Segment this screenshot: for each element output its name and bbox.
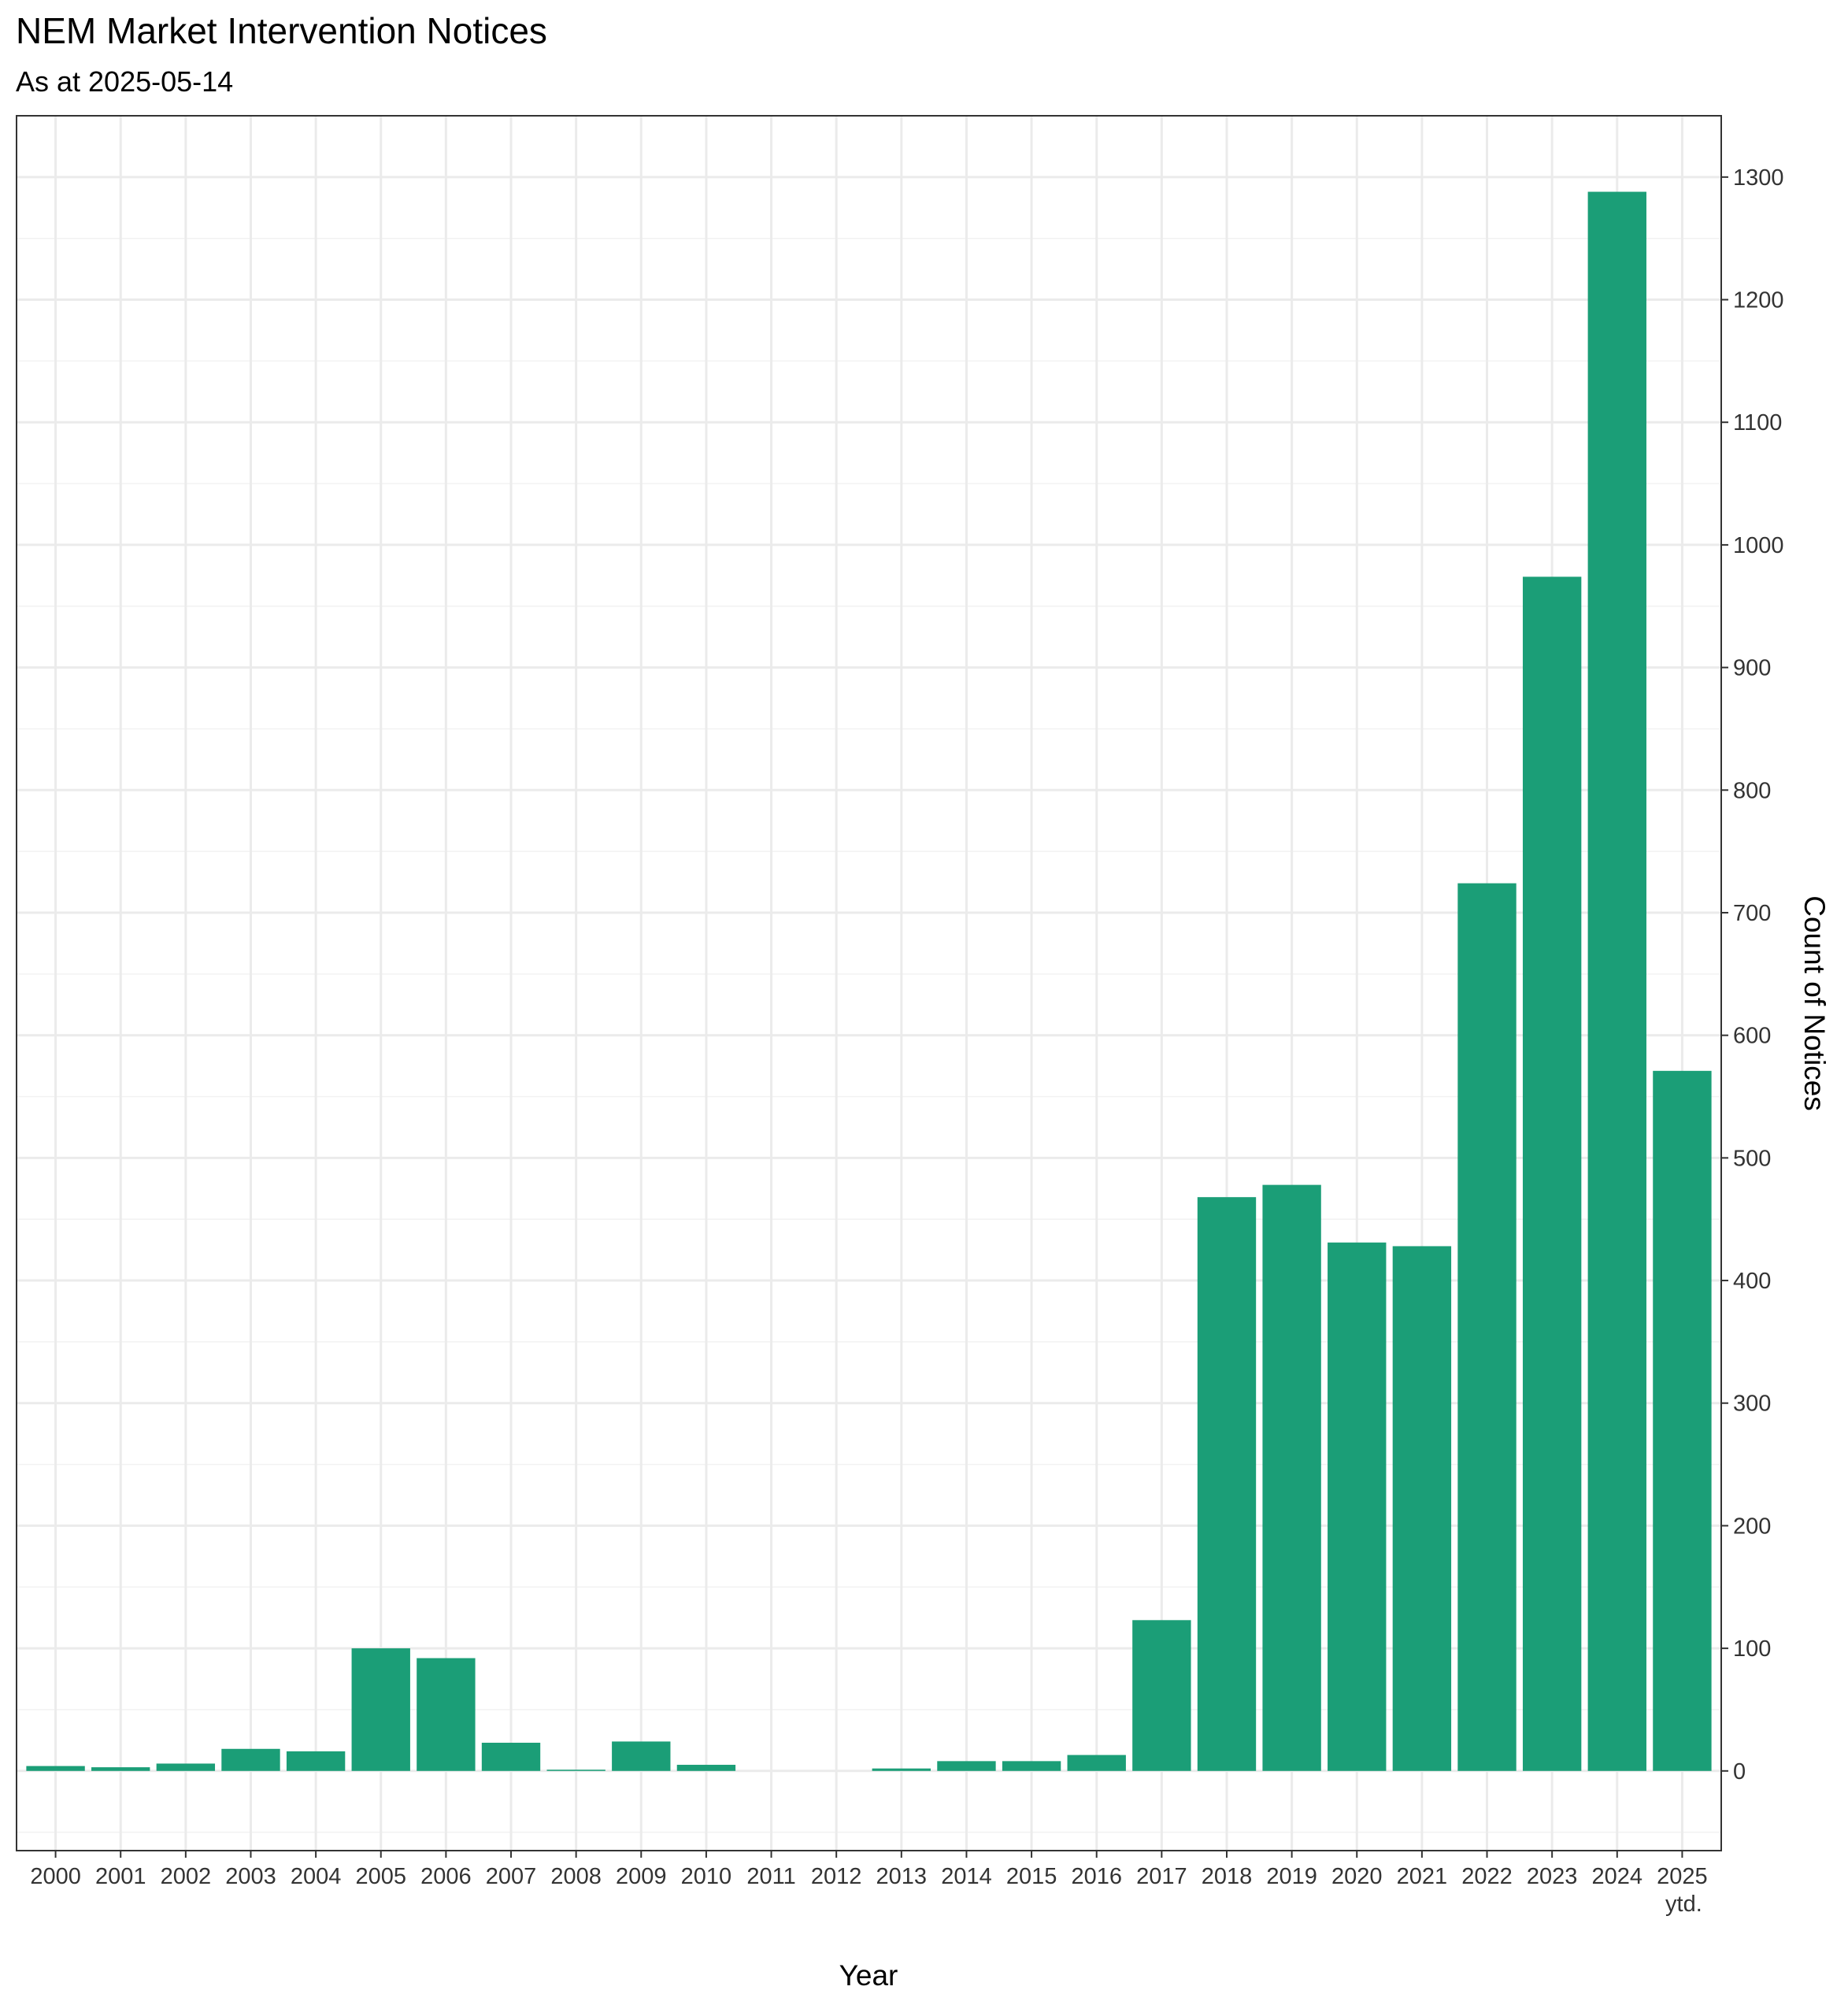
x-tick-label-2015: 2015 [1006, 1864, 1057, 1889]
bar-2015 [1002, 1761, 1061, 1771]
y-tick-label: 100 [1733, 1636, 1771, 1662]
y-tick-label: 1100 [1733, 410, 1782, 435]
y-axis-title: Count of Notices [1798, 895, 1831, 1111]
x-tick-label-2010: 2010 [681, 1864, 732, 1889]
bar-2013 [872, 1768, 931, 1771]
x-tick-label-2023: 2023 [1527, 1864, 1578, 1889]
x-axis-title: Year [839, 1959, 898, 1992]
x-tick-label-2017: 2017 [1136, 1864, 1187, 1889]
bar-2019 [1262, 1184, 1321, 1771]
bar-2021 [1392, 1246, 1452, 1771]
chart-subtitle: As at 2025-05-14 [16, 65, 233, 98]
bar-2020 [1328, 1242, 1387, 1771]
x-tick-label-2025: 2025 [1657, 1864, 1708, 1889]
y-tick-label: 500 [1733, 1146, 1771, 1171]
bar-2024 [1587, 191, 1646, 1771]
x-tick-label-2022: 2022 [1461, 1864, 1513, 1889]
y-tick-label: 1300 [1733, 165, 1784, 191]
y-tick-label: 700 [1733, 901, 1771, 926]
x-tick-label-2004: 2004 [291, 1864, 342, 1889]
axes: 0 100 200 300 400 500 600 700 800 900 1000 1100 1200… [30, 165, 1783, 1917]
x-tick-label-2005: 2005 [355, 1864, 406, 1889]
bar-2016 [1067, 1755, 1126, 1771]
x-tick-label-2014: 2014 [941, 1864, 992, 1889]
bar-2014 [937, 1761, 996, 1771]
x-tick-label-2021: 2021 [1397, 1864, 1448, 1889]
x-tick-label-2009: 2009 [616, 1864, 667, 1889]
y-tick-label: 800 [1733, 778, 1771, 803]
x-tick-label-2008: 2008 [550, 1864, 602, 1889]
bar-2023 [1522, 576, 1582, 1771]
x-tick-label-2002: 2002 [161, 1864, 212, 1889]
bar-2008 [546, 1770, 606, 1771]
chart-title: NEM Market Intervention Notices [16, 10, 547, 51]
x-tick-label-2006: 2006 [420, 1864, 472, 1889]
x-tick-label-2003: 2003 [225, 1864, 276, 1889]
x-tick-label-2019: 2019 [1266, 1864, 1317, 1889]
y-tick-label: 0 [1733, 1759, 1746, 1784]
bar-2007 [481, 1742, 541, 1771]
bar-2002 [156, 1763, 216, 1771]
x-tick-label-2007: 2007 [486, 1864, 537, 1889]
y-tick-label: 200 [1733, 1514, 1771, 1539]
x-tick-label-2000: 2000 [30, 1864, 81, 1889]
x-tick-label-2013: 2013 [876, 1864, 928, 1889]
y-tick-label: 1000 [1733, 533, 1784, 558]
x-tick-label-2020: 2020 [1331, 1864, 1383, 1889]
y-tick-label: 900 [1733, 656, 1771, 681]
plot-border [16, 115, 1722, 1851]
bar-2003 [221, 1748, 280, 1771]
y-tick-label: 400 [1733, 1269, 1771, 1294]
y-tick-label: 300 [1733, 1392, 1771, 1417]
bar-2001 [91, 1767, 150, 1771]
bar-2009 [612, 1741, 671, 1771]
x-tick-sublabel-2025: ytd. [1665, 1892, 1702, 1917]
bar-2004 [286, 1751, 346, 1771]
bar-2005 [351, 1648, 410, 1771]
y-tick-label: 600 [1733, 1024, 1771, 1049]
x-tick-label-2012: 2012 [811, 1864, 862, 1889]
x-tick-label-2001: 2001 [95, 1864, 146, 1889]
bars [26, 191, 1712, 1771]
x-tick-label-2024: 2024 [1592, 1864, 1643, 1889]
bar-2025 [1653, 1070, 1712, 1771]
y-tick-label: 1200 [1733, 288, 1784, 313]
bar-2018 [1197, 1197, 1257, 1771]
bar-2022 [1457, 883, 1517, 1771]
bar-2017 [1132, 1620, 1191, 1771]
x-tick-label-2011: 2011 [746, 1864, 795, 1889]
bar-2010 [676, 1765, 736, 1771]
bar-2000 [26, 1766, 85, 1771]
bar-2006 [417, 1658, 476, 1771]
x-tick-label-2018: 2018 [1202, 1864, 1253, 1889]
x-tick-label-2016: 2016 [1071, 1864, 1122, 1889]
